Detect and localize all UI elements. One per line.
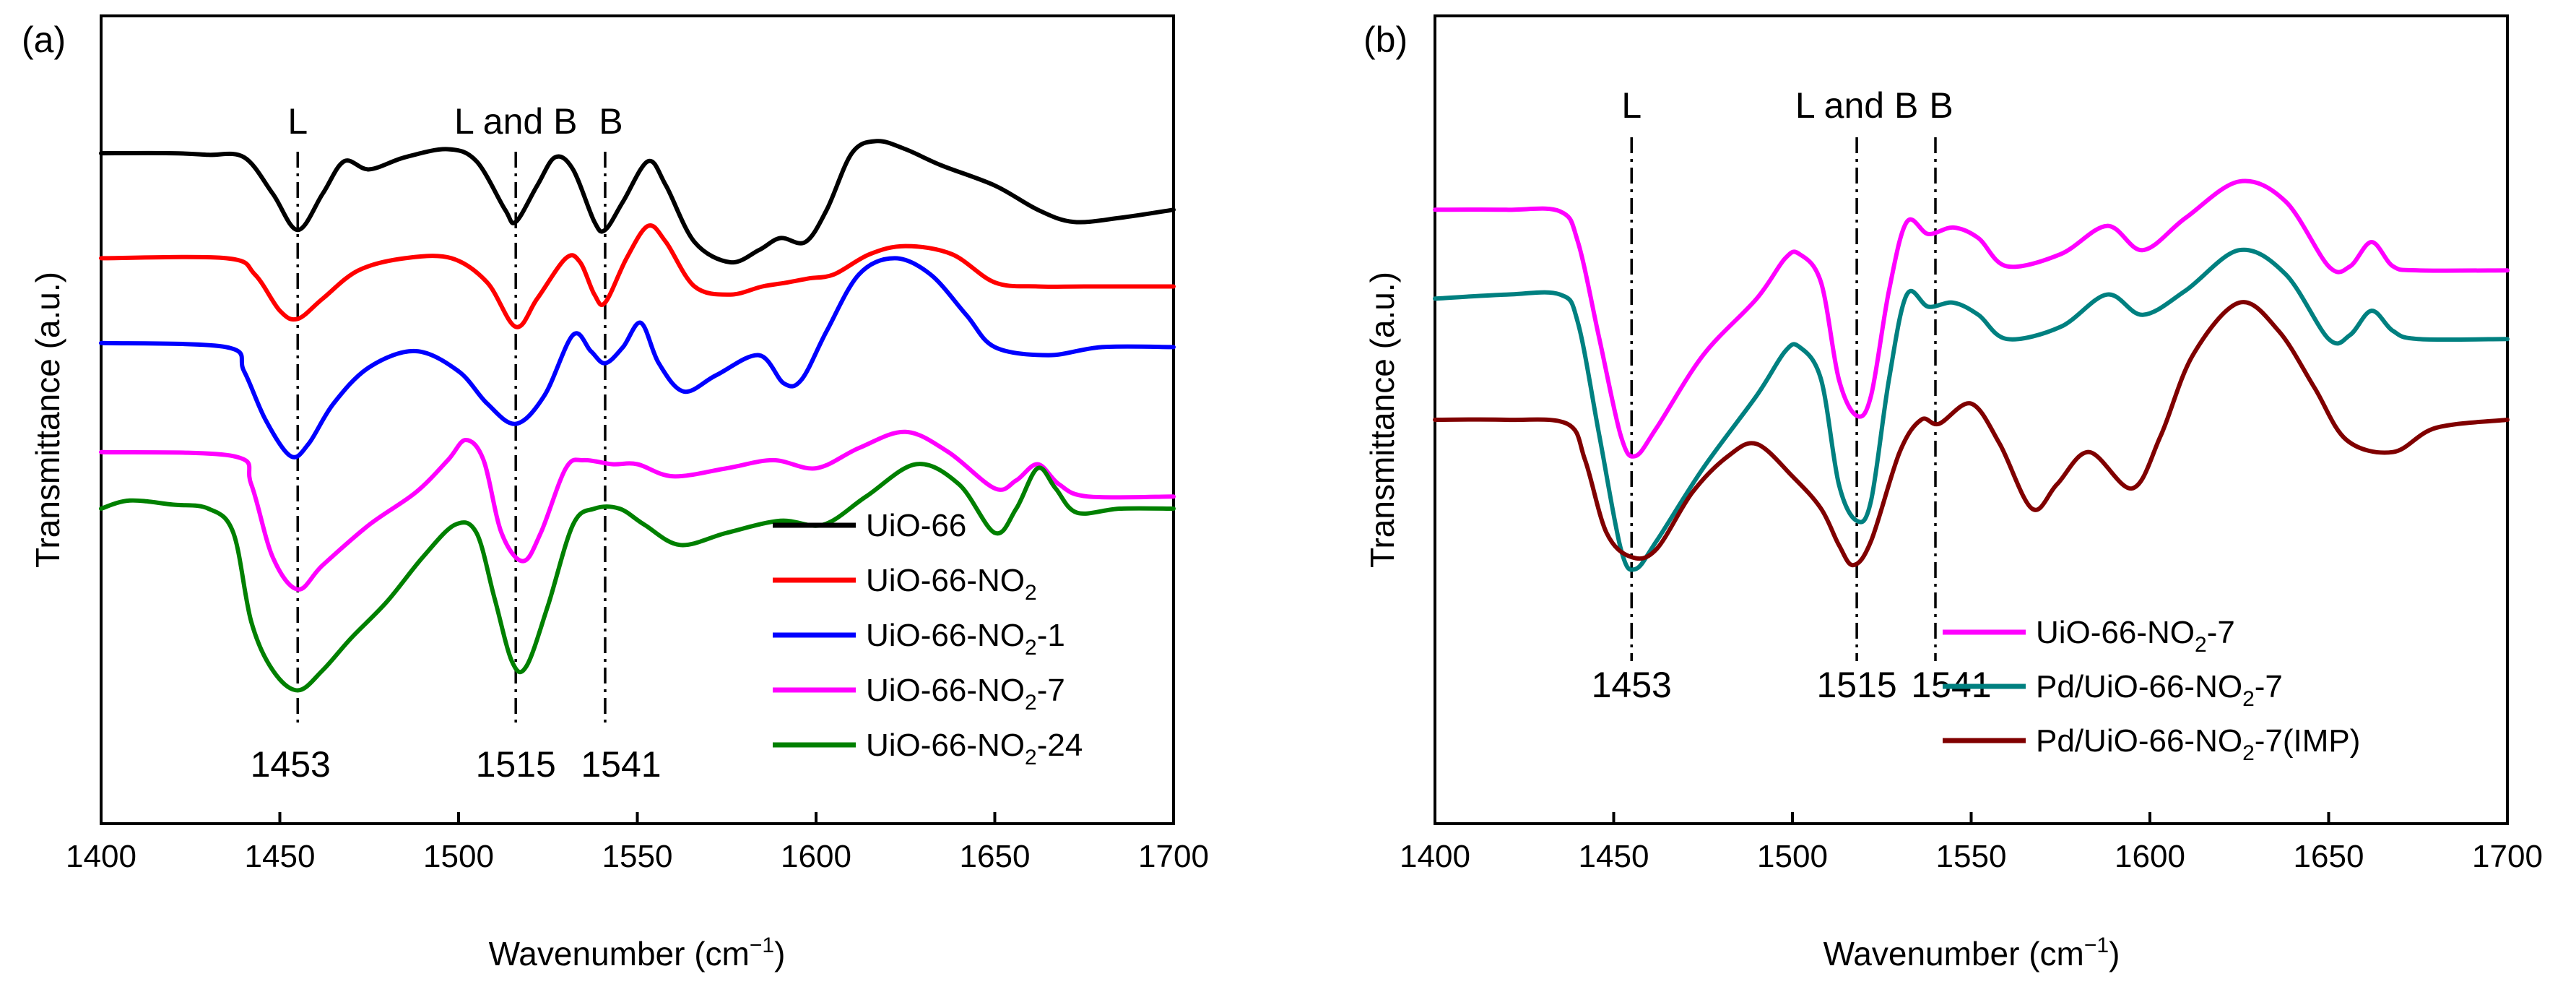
panel-b-marker-top-label: B [1929,85,1953,126]
panel-a-x-tick-label: 1500 [423,839,494,874]
panel-b-marker-top-label: L [1621,85,1642,126]
panel-a-x-tick-label: 1550 [602,839,673,874]
panel-b-legend-label: Pd/UiO-66-NO2-7 [2036,669,2283,711]
panel-a-legend-label: UiO-66-NO2 [866,563,1037,605]
panel-a-x-tick-label: 1650 [960,839,1031,874]
panel-a-legend-label: UiO-66-NO2-7 [866,673,1065,715]
panel-b-x-tick-label: 1550 [1936,839,2007,874]
panel-a-series [99,139,1176,693]
panel-a-x-tick-label: 1700 [1138,839,1209,874]
panel-b-legend-label: UiO-66-NO2-7 [2036,615,2235,657]
panel-a-legend-label: UiO-66-NO2-24 [866,728,1083,769]
panel-b-legend: UiO-66-NO2-7 Pd/UiO-66-NO2-7 Pd/UiO-66-NO2… [1943,615,2360,765]
panel-b-series-line [1433,247,2510,572]
panel-a-marker-wavenumber-label: 1515 [476,744,556,785]
panel-a-legend-label: UiO-66-NO2-1 [866,618,1065,660]
panel-a-marker-wavenumber-label: 1541 [581,744,661,785]
panel-b-legend-label: Pd/UiO-66-NO2-7(IMP) [2036,723,2360,765]
panel-a-x-axis: 1400 1450 1500 1550 1600 1650 1700 [66,812,1209,874]
panel-a: (a) L 1453 L and B 1515 B 1541 1400 1450 1500 15… [22,14,1209,972]
panel-a-x-tick-label: 1400 [66,839,136,874]
panel-b-series [1433,178,2510,572]
panel-a-marker-top-label: L [287,101,308,142]
panel-b-label: (b) [1363,20,1408,60]
panel-b-series-line [1433,178,2510,459]
panel-b-marker-top-label: L and B [1795,85,1919,126]
panel-a-marker-wavenumber-label: 1453 [251,744,331,785]
panel-a-x-tick-label: 1600 [781,839,851,874]
panel-a-markers: L 1453 L and B 1515 B 1541 [251,101,662,785]
panel-a-series-line [99,429,1176,592]
panel-a-y-axis-title: Transmittance (a.u.) [29,272,66,568]
panel-b-x-tick-label: 1450 [1579,839,1649,874]
panel-b-x-tick-label: 1500 [1757,839,1828,874]
panel-a-x-tick-label: 1450 [245,839,316,874]
panel-b-x-axis: 1400 1450 1500 1550 1600 1650 1700 [1400,812,2543,874]
panel-b-x-tick-label: 1700 [2472,839,2543,874]
panel-b-x-tick-label: 1400 [1400,839,1470,874]
panel-b-x-tick-label: 1650 [2294,839,2364,874]
panel-b-marker-wavenumber-label: 1453 [1592,665,1672,705]
panel-b-marker-wavenumber-label: 1515 [1816,665,1896,705]
panel-a-series-line [99,462,1176,693]
panel-b-x-tick-label: 1600 [2115,839,2185,874]
panel-b-y-axis-title: Transmittance (a.u.) [1363,272,1401,568]
panel-b-x-axis-title: Wavenumber (cm−1) [1823,933,2120,972]
panel-a-marker-top-label: L and B [454,101,578,142]
panel-a-series-line [99,223,1176,329]
panel-b-series-line [1433,300,2510,568]
panel-a-legend: UiO-66 UiO-66-NO2 UiO-66-NO2-1 UiO-66-NO2-7… [773,508,1083,769]
panel-a-series-line [99,139,1176,265]
panel-a-marker-top-label: B [599,101,623,142]
panel-a-series-line [99,256,1176,460]
panel-a-legend-label: UiO-66 [866,508,966,543]
panel-a-label: (a) [22,20,66,60]
panel-a-x-axis-title: Wavenumber (cm−1) [489,933,786,972]
